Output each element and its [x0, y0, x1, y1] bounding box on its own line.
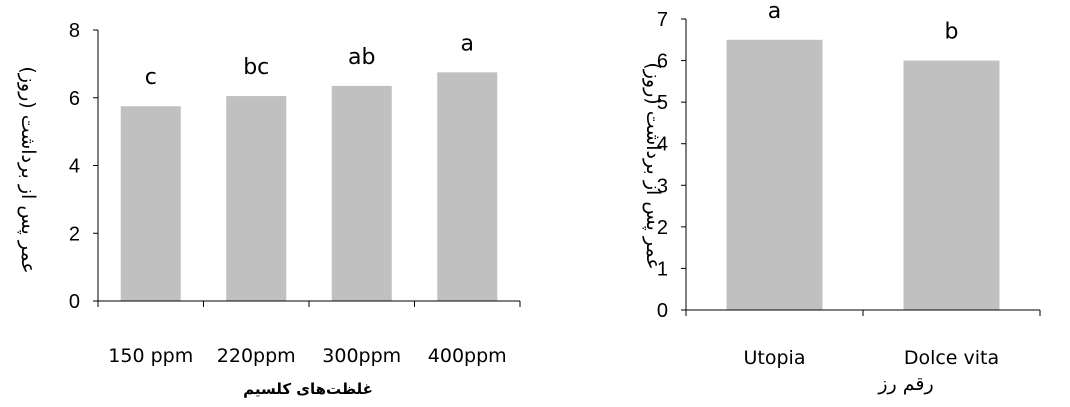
- category-label: Utopia: [744, 347, 806, 369]
- category-label: 150 ppm: [108, 345, 193, 367]
- y-tick-label: 2: [657, 217, 668, 239]
- axes: [97, 30, 521, 307]
- x-axis-label: رقم رز: [877, 373, 933, 395]
- calcium-chart: 0 2 4 6 8 c bc ab a 150 ppm 220ppm 300ppm 400ppm غ…: [17, 20, 521, 398]
- category-label: 220ppm: [217, 345, 296, 367]
- bar-annotations: c bc ab a: [145, 31, 474, 90]
- bar-annotation: a: [461, 31, 474, 56]
- category-label: Dolce vita: [904, 347, 999, 369]
- x-axis-categories: Utopia Dolce vita: [744, 347, 1000, 369]
- y-axis-label: عمر پس از برداشت (روز): [17, 66, 39, 273]
- x-axis-label: غلظت‌های کلسیم: [243, 380, 373, 398]
- y-axis-ticks: 0 2 4 6 8: [69, 20, 98, 313]
- y-axis-ticks: 0 1 2 3 4 5 6 7: [657, 9, 686, 322]
- x-axis-categories: 150 ppm 220ppm 300ppm 400ppm: [108, 345, 506, 367]
- y-tick-label: 0: [657, 300, 668, 322]
- category-label: 400ppm: [428, 345, 507, 367]
- y-tick-label: 0: [69, 291, 80, 313]
- category-label: 300ppm: [322, 345, 401, 367]
- y-tick-label: 7: [657, 9, 668, 31]
- y-axis-label: عمر پس از برداشت (روز): [642, 62, 664, 269]
- bar-annotation: ab: [348, 45, 375, 70]
- bar-annotation: bc: [243, 55, 269, 80]
- bar: [331, 85, 392, 301]
- bar: [726, 39, 823, 311]
- y-tick-label: 2: [69, 223, 80, 245]
- bar: [903, 60, 1000, 311]
- y-tick-label: 6: [657, 51, 668, 73]
- y-tick-label: 4: [69, 156, 80, 178]
- bars: [726, 39, 1000, 311]
- y-tick-label: 1: [657, 258, 668, 280]
- bar: [120, 106, 181, 301]
- bar: [437, 72, 498, 301]
- bar-annotation: c: [145, 65, 157, 90]
- y-tick-label: 5: [657, 92, 668, 114]
- bar-annotations: ab: [768, 0, 959, 45]
- bar: [226, 96, 287, 302]
- y-tick-label: 3: [657, 175, 668, 197]
- bar-annotation: a: [768, 0, 781, 24]
- bar-annotation: b: [945, 20, 959, 45]
- y-tick-label: 8: [69, 20, 80, 42]
- axes: [685, 19, 1041, 316]
- y-tick-label: 6: [69, 88, 80, 110]
- bars: [120, 72, 498, 302]
- y-tick-label: 4: [657, 134, 668, 156]
